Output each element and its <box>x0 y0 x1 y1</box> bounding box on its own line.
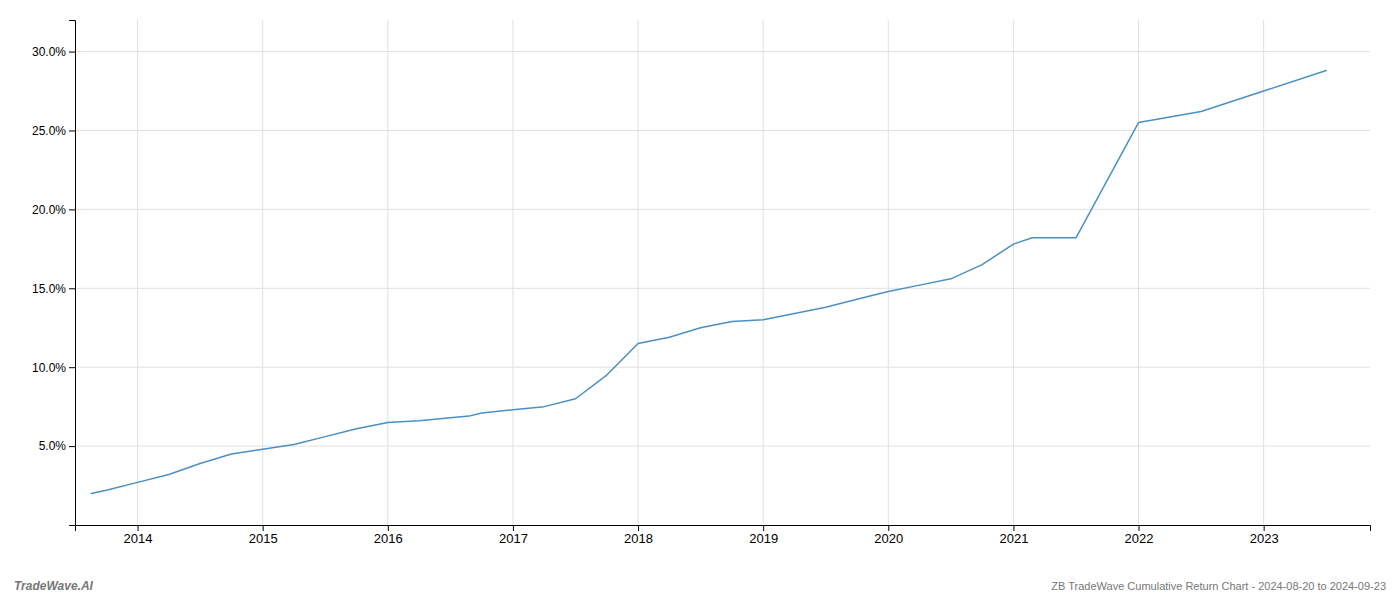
x-tick-mark <box>1264 525 1265 531</box>
x-tick-label: 2016 <box>374 531 403 546</box>
x-tick-label: 2018 <box>624 531 653 546</box>
x-tick-mark <box>888 525 889 531</box>
y-tick-mark <box>69 52 75 53</box>
y-tick: 20.0% <box>32 203 75 217</box>
x-grid-line <box>512 20 513 525</box>
y-grid-line <box>75 209 1370 210</box>
footer-text: ZB TradeWave Cumulative Return Chart - 2… <box>1051 580 1386 592</box>
x-grid-line <box>1263 20 1264 525</box>
x-tick-mark <box>1139 525 1140 531</box>
x-tick-mark <box>388 525 389 531</box>
y-grid-line <box>75 288 1370 289</box>
x-axis-line <box>76 526 1371 532</box>
y-tick-label: 15.0% <box>32 282 66 296</box>
x-axis: 2014 2015 2016 2017 2018 2019 2020 2021 2022 2023 <box>76 525 1371 546</box>
x-tick-mark <box>513 525 514 531</box>
x-grid-line <box>1013 20 1014 525</box>
x-grid-line <box>387 20 388 525</box>
x-tick-label: 2020 <box>874 531 903 546</box>
y-tick-mark <box>69 446 75 447</box>
x-tick-label: 2023 <box>1250 531 1279 546</box>
x-tick-mark <box>763 525 764 531</box>
x-grid-line <box>763 20 764 525</box>
x-tick-mark <box>638 525 639 531</box>
y-grid-line <box>75 446 1370 447</box>
x-grid-line <box>888 20 889 525</box>
y-tick: 25.0% <box>32 124 75 138</box>
y-tick: 30.0% <box>32 45 75 59</box>
x-grid-line <box>137 20 138 525</box>
x-tick: 2023 <box>1250 525 1279 546</box>
y-grid-line <box>75 367 1370 368</box>
x-tick-label: 2017 <box>499 531 528 546</box>
x-tick: 2018 <box>624 525 653 546</box>
x-tick-label: 2019 <box>749 531 778 546</box>
y-tick-label: 10.0% <box>32 361 66 375</box>
x-tick-mark <box>138 525 139 531</box>
y-tick-mark <box>69 130 75 131</box>
y-tick-label: 30.0% <box>32 45 66 59</box>
x-tick-label: 2022 <box>1125 531 1154 546</box>
y-tick-mark <box>69 288 75 289</box>
y-tick-label: 5.0% <box>39 439 67 453</box>
x-tick: 2020 <box>874 525 903 546</box>
x-tick-label: 2014 <box>124 531 153 546</box>
y-tick: 15.0% <box>32 282 75 296</box>
x-tick: 2014 <box>124 525 153 546</box>
line <box>91 71 1326 494</box>
y-tick-label: 25.0% <box>32 124 66 138</box>
y-tick-mark <box>69 209 75 210</box>
y-tick-mark <box>69 367 75 368</box>
y-tick: 10.0% <box>32 361 75 375</box>
y-grid-line <box>75 51 1370 52</box>
x-grid-line <box>638 20 639 525</box>
x-tick: 2019 <box>749 525 778 546</box>
y-axis: 5.0% 10.0% 15.0% 20.0% 25.0% 30.0% <box>32 21 76 526</box>
x-tick-mark <box>1013 525 1014 531</box>
x-tick: 2021 <box>999 525 1028 546</box>
y-grid-line <box>75 130 1370 131</box>
x-tick: 2017 <box>499 525 528 546</box>
x-grid-line <box>1138 20 1139 525</box>
y-tick-label: 20.0% <box>32 203 66 217</box>
x-tick: 2015 <box>249 525 278 546</box>
y-tick: 5.0% <box>39 439 75 453</box>
chart: 2014 2015 2016 2017 2018 2019 2020 2021 2022 2023… <box>0 0 1400 600</box>
y-axis-line <box>69 21 76 526</box>
x-tick-label: 2021 <box>999 531 1028 546</box>
x-tick-mark <box>263 525 264 531</box>
footer-text: TradeWave.AI <box>14 579 94 593</box>
x-tick: 2022 <box>1125 525 1154 546</box>
x-tick-label: 2015 <box>249 531 278 546</box>
plot-area <box>91 71 1326 494</box>
grid <box>75 20 1370 525</box>
x-tick: 2016 <box>374 525 403 546</box>
